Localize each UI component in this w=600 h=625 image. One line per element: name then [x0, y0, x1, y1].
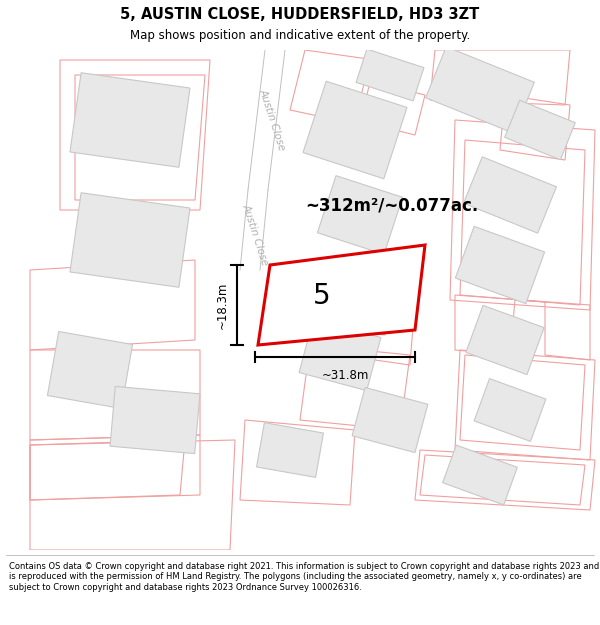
Polygon shape — [110, 386, 200, 454]
Text: Map shows position and indicative extent of the property.: Map shows position and indicative extent… — [130, 29, 470, 42]
Text: ~312m²/~0.077ac.: ~312m²/~0.077ac. — [305, 196, 478, 214]
Polygon shape — [303, 81, 407, 179]
Polygon shape — [257, 422, 323, 478]
Polygon shape — [474, 379, 546, 441]
Text: Contains OS data © Crown copyright and database right 2021. This information is : Contains OS data © Crown copyright and d… — [9, 562, 599, 591]
Polygon shape — [455, 226, 545, 304]
Polygon shape — [505, 100, 575, 160]
Text: Austin Close: Austin Close — [257, 88, 287, 152]
Polygon shape — [258, 245, 425, 345]
Polygon shape — [70, 192, 190, 288]
Polygon shape — [299, 319, 381, 391]
Polygon shape — [425, 47, 535, 133]
Text: 5, AUSTIN CLOSE, HUDDERSFIELD, HD3 3ZT: 5, AUSTIN CLOSE, HUDDERSFIELD, HD3 3ZT — [121, 6, 479, 21]
Polygon shape — [248, 50, 285, 190]
Polygon shape — [352, 388, 428, 452]
Polygon shape — [47, 331, 133, 409]
Text: Austin Close: Austin Close — [241, 203, 269, 267]
Polygon shape — [356, 49, 424, 101]
Polygon shape — [466, 306, 544, 374]
Text: ~18.3m: ~18.3m — [216, 281, 229, 329]
Polygon shape — [464, 157, 556, 233]
Text: 5: 5 — [313, 282, 331, 310]
Polygon shape — [240, 190, 268, 270]
Polygon shape — [317, 176, 403, 254]
Polygon shape — [70, 72, 190, 168]
Polygon shape — [443, 445, 517, 505]
Text: ~31.8m: ~31.8m — [322, 369, 368, 382]
